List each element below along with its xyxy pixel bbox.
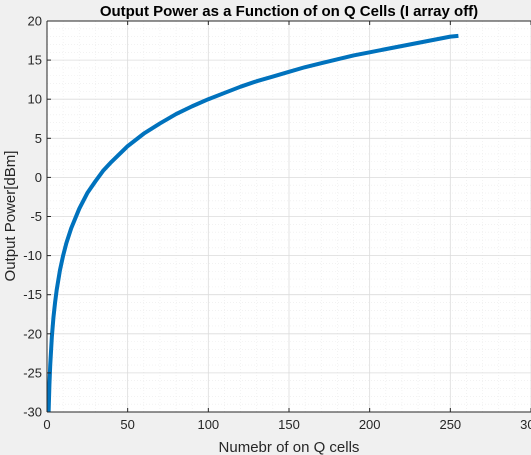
x-tick-label: 250	[439, 417, 461, 432]
x-axis-label: Numebr of on Q cells	[219, 439, 360, 455]
y-tick-label: -5	[30, 209, 42, 224]
series-layer	[46, 33, 459, 413]
chart-title: Output Power as a Function of on Q Cells…	[100, 3, 478, 20]
tick-labels: 0 50 100 150 200 250 300 -30 -25 -20 -15 -10 -5 0 5 10 1…	[23, 14, 531, 433]
y-tick-label: -30	[23, 405, 42, 420]
x-tick-label: 100	[197, 417, 219, 432]
axes	[46, 20, 531, 413]
y-tick-label: -25	[23, 365, 42, 380]
x-tick-label: 50	[120, 417, 134, 432]
x-tick-label: 150	[278, 417, 300, 432]
y-axis-label: Output Power[dBm]	[2, 151, 19, 282]
y-tick-label: 20	[28, 14, 42, 29]
x-tick-label: 300	[520, 417, 531, 432]
y-tick-label: 15	[28, 53, 42, 68]
y-tick-label: 10	[28, 92, 42, 107]
y-tick-label: -10	[23, 248, 42, 263]
series-line	[46, 33, 459, 413]
x-tick-label: 200	[359, 417, 381, 432]
y-tick-label: -20	[23, 326, 42, 341]
y-tick-label: -15	[23, 287, 42, 302]
y-tick-label: 0	[35, 170, 42, 185]
x-tick-label: 0	[43, 417, 50, 432]
y-tick-label: 5	[35, 131, 42, 146]
